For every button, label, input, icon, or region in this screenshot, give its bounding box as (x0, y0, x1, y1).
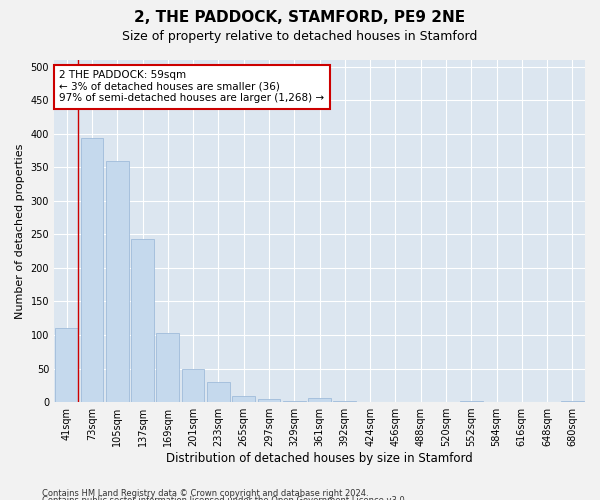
Bar (80, 138, 103, 402)
Bar (257, 400, 280, 402)
Bar (207, 382, 230, 402)
Text: 2, THE PADDOCK, STAMFORD, PE9 2NE: 2, THE PADDOCK, STAMFORD, PE9 2NE (134, 10, 466, 25)
Bar (157, 333, 179, 402)
Y-axis label: Number of detached properties: Number of detached properties (15, 144, 25, 318)
Bar (55, 328, 78, 402)
Text: Contains HM Land Registry data © Crown copyright and database right 2024.: Contains HM Land Registry data © Crown c… (42, 488, 368, 498)
Text: Contains public sector information licensed under the Open Government Licence v3: Contains public sector information licen… (42, 496, 407, 500)
X-axis label: Distribution of detached houses by size in Stamford: Distribution of detached houses by size … (166, 452, 473, 465)
Bar (131, 239, 154, 402)
Bar (182, 368, 205, 402)
Bar (106, 160, 128, 402)
Bar (232, 396, 255, 402)
Text: 2 THE PADDOCK: 59sqm
← 3% of detached houses are smaller (36)
97% of semi-detach: 2 THE PADDOCK: 59sqm ← 3% of detached ho… (59, 70, 325, 104)
Text: Size of property relative to detached houses in Stamford: Size of property relative to detached ho… (122, 30, 478, 43)
Bar (308, 398, 331, 402)
